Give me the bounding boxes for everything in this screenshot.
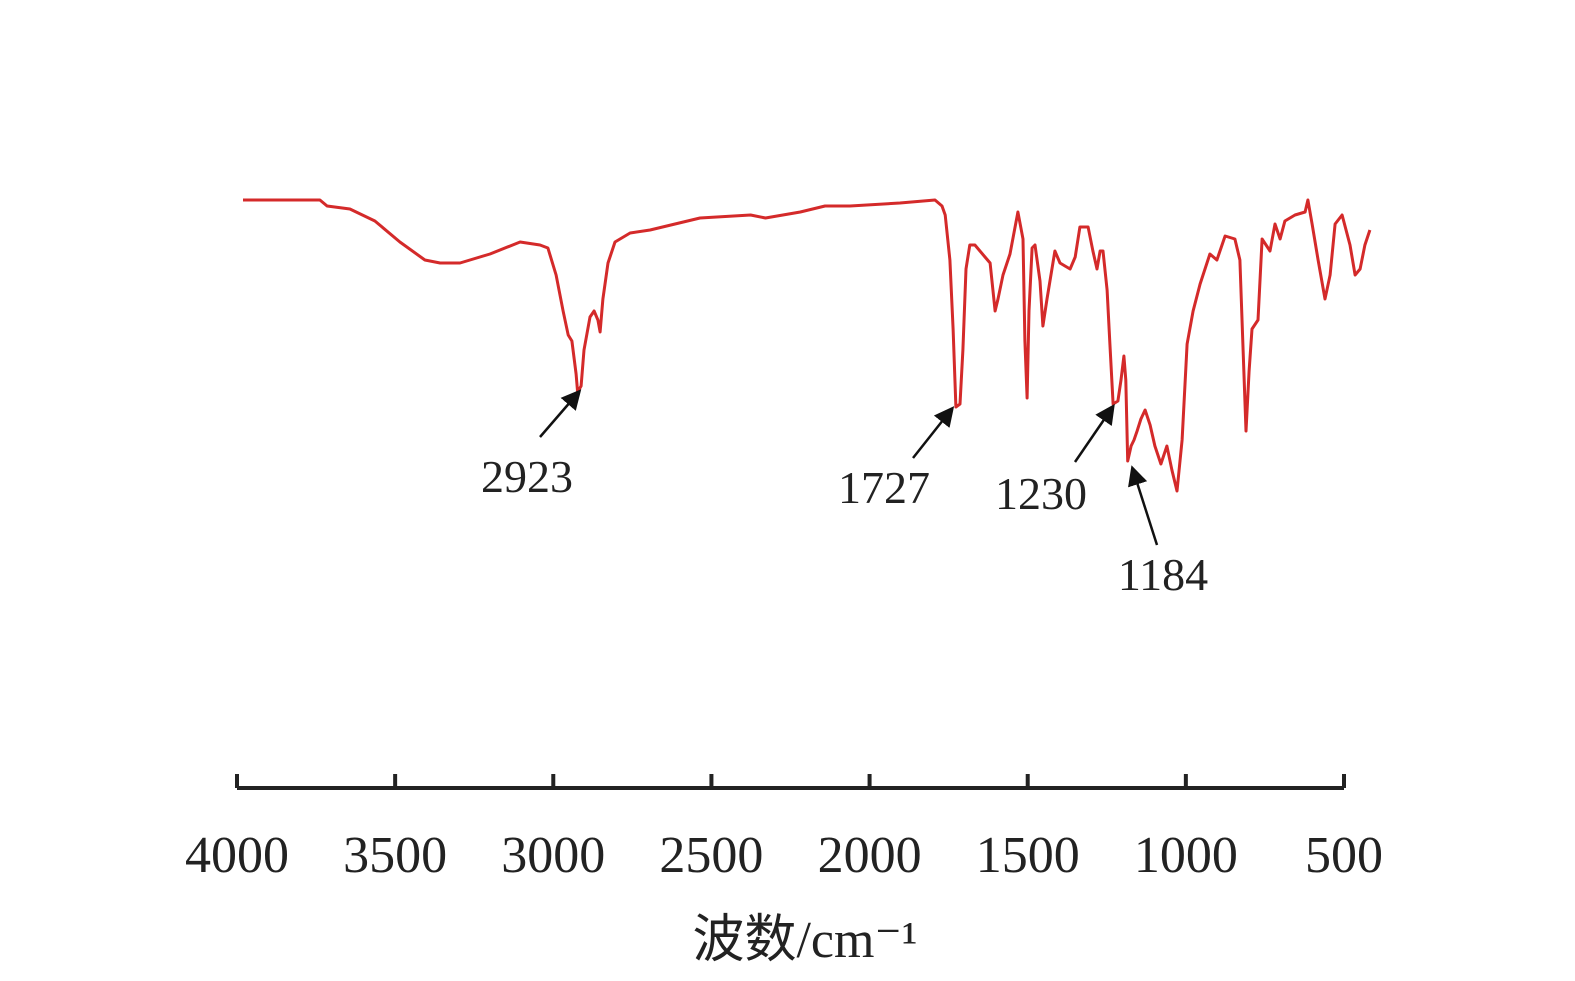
peak-label-1727: 1727 bbox=[838, 462, 930, 513]
spectrum-line-0 bbox=[243, 198, 1372, 493]
x-tick-label-500: 500 bbox=[1305, 827, 1383, 884]
x-tick-label-2500: 2500 bbox=[659, 827, 763, 884]
x-tick-label-4000: 4000 bbox=[185, 827, 289, 884]
peak-label-1230: 1230 bbox=[995, 468, 1087, 519]
x-tick-label-2000: 2000 bbox=[818, 827, 922, 884]
annotation-arrow-1230 bbox=[1073, 403, 1115, 463]
x-tick-label-1000: 1000 bbox=[1134, 827, 1238, 884]
x-tick-label-3500: 3500 bbox=[343, 827, 447, 884]
annotation-arrow-2923 bbox=[539, 389, 582, 438]
x-tick-label-1500: 1500 bbox=[976, 827, 1080, 884]
annotation-arrow-1184 bbox=[1128, 465, 1159, 546]
annotation-arrow-1727 bbox=[912, 406, 955, 459]
x-axis-title: 波数/cm⁻¹ bbox=[692, 912, 917, 969]
peak-label-1184: 1184 bbox=[1118, 549, 1208, 600]
x-tick-label-3000: 3000 bbox=[501, 827, 605, 884]
peak-label-2923: 2923 bbox=[481, 451, 573, 502]
